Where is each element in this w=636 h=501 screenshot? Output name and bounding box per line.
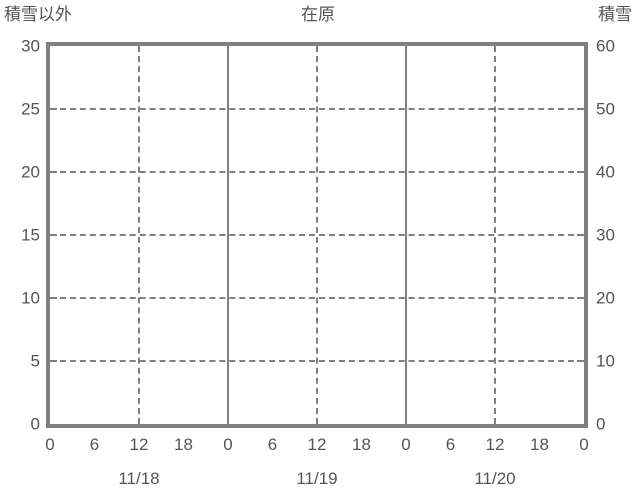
y-axis-right-tick-label: 10: [596, 351, 615, 371]
x-axis-hour-label: 0: [401, 435, 411, 454]
x-axis-hour-label: 6: [267, 435, 278, 454]
tick-mark-right: [577, 171, 584, 173]
y-axis-left-tick-label: 10: [21, 288, 40, 308]
tick-mark-left: [50, 108, 57, 110]
x-axis-hour-label: 12: [129, 435, 149, 454]
gridline-day-boundary: [405, 46, 407, 424]
chart-title: 在原: [301, 5, 335, 24]
x-axis-hour-label: 12: [307, 435, 327, 454]
y-axis-right-tick-label: 0: [596, 414, 606, 434]
y-axis-left-tick-label: 15: [21, 225, 40, 245]
tick-mark-right: [577, 234, 584, 236]
tick-mark-right: [577, 108, 584, 110]
x-axis-hour-label: 6: [445, 435, 456, 454]
tick-mark-left: [50, 234, 57, 236]
left-axis-title: 積雪以外: [4, 5, 72, 24]
right-axis-title: 積雪: [598, 5, 632, 24]
plot-inner: [50, 46, 584, 424]
x-axis-hour-label: 0: [579, 435, 589, 454]
x-axis-day-label: 11/20: [474, 469, 516, 488]
y-axis-left-tick-label: 0: [30, 414, 40, 434]
x-axis-hour-label: 0: [223, 435, 233, 454]
x-axis-hour-label: 18: [174, 435, 193, 454]
y-axis-left-tick-label: 25: [21, 99, 40, 119]
y-axis-left-tick-label: 5: [30, 351, 40, 371]
gridline-vertical-midday: [494, 46, 496, 424]
tick-mark-left: [50, 360, 57, 362]
x-axis-hour-label: 6: [89, 435, 100, 454]
x-axis-hour-label: 18: [530, 435, 549, 454]
y-axis-right-tick-label: 30: [596, 225, 615, 245]
plot-area: [46, 42, 588, 428]
y-axis-right-tick-label: 20: [596, 288, 615, 308]
x-axis-hour-label: 12: [485, 435, 505, 454]
gridline-day-boundary: [227, 46, 229, 424]
gridline-vertical-midday: [138, 46, 140, 424]
x-axis-day-label: 11/18: [118, 469, 160, 488]
x-axis-hour-label: 0: [45, 435, 55, 454]
y-axis-right-tick-label: 50: [596, 99, 615, 119]
tick-mark-right: [577, 297, 584, 299]
y-axis-right-tick-label: 40: [596, 162, 615, 182]
y-axis-left-tick-label: 30: [21, 36, 40, 56]
x-axis-day-label: 11/19: [296, 469, 338, 488]
gridline-vertical-midday: [316, 46, 318, 424]
tick-mark-left: [50, 297, 57, 299]
y-axis-left-tick-label: 20: [21, 162, 40, 182]
tick-mark-left: [50, 171, 57, 173]
x-axis-hour-label: 18: [352, 435, 371, 454]
y-axis-right-tick-label: 60: [596, 36, 615, 56]
tick-mark-right: [577, 360, 584, 362]
